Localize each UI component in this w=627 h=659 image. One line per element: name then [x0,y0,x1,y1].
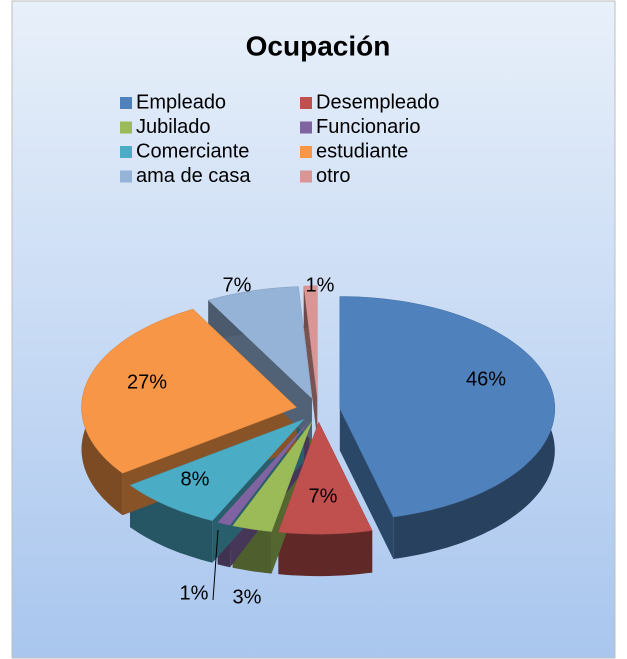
legend-label: ama de casa [136,165,251,187]
slice [129,419,305,521]
slice-wall [339,408,394,559]
legend-swatch [300,121,312,134]
leader-line [212,529,219,601]
legend-swatch [300,170,312,183]
slice [81,308,297,474]
data-label: 7% [223,274,252,296]
legend-label: estudiante [316,140,408,162]
legend-label: otro [316,165,350,187]
slice [217,420,310,526]
slice [207,286,313,400]
legend-swatch [300,146,312,158]
legend-label: Funcionario [316,116,421,138]
slice [303,285,318,398]
legend-label: Jubilado [136,116,211,138]
pie-tops [81,285,556,535]
data-label: 8% [181,468,210,490]
legend-swatch [120,146,132,158]
legend-label: Desempleado [316,91,439,113]
data-label: 1% [180,582,209,604]
legend-swatch [300,97,312,109]
slice [339,296,556,518]
legend-label: Comerciante [136,140,249,162]
legend-label: Empleado [136,91,226,113]
slice [232,421,313,532]
data-label: 27% [127,371,167,393]
data-label: 46% [466,368,506,390]
legend-swatch [120,121,132,134]
legend-swatch [120,170,132,183]
data-label: 1% [306,274,335,296]
chart-title: Ocupación [246,30,391,61]
data-label: 7% [309,485,338,507]
legend-swatch [120,97,132,109]
data-label: 3% [233,586,262,608]
slice-side [278,530,373,577]
slice [278,421,373,535]
